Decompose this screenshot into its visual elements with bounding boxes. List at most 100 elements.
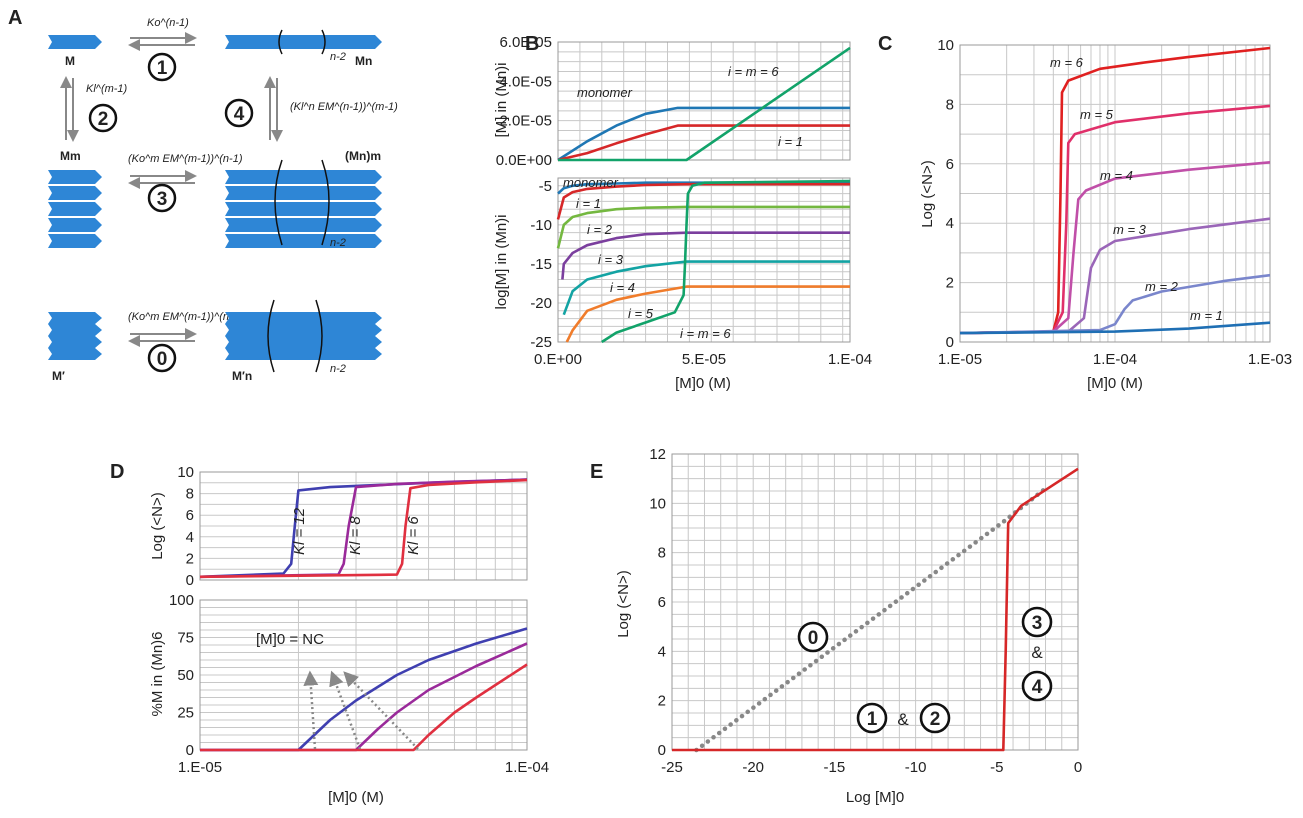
plot-frame (557, 41, 851, 161)
chart-b-top: 0.0E+00 2.0E-05 4.0E-05 6.0E-05B [M] in (Mn)… (493, 33, 851, 169)
rate-4: (Kl^n EM^(n-1))^(m-1) (290, 101, 398, 113)
series-label: m = 1 (1190, 308, 1223, 323)
y-tick-label: -15 (530, 256, 552, 273)
y-tick-label: -5 (539, 178, 552, 195)
circle-0-label: 0 (157, 349, 168, 370)
block-mm-layer (48, 170, 102, 184)
circle-2-label: 2 (930, 709, 941, 730)
block-mp (48, 312, 102, 360)
y-tick-label: 0 (658, 742, 666, 759)
y-tick-label: 0 (186, 742, 194, 759)
circle-3 (1021, 606, 1053, 638)
series-line (672, 467, 1079, 752)
y-tick-label: 0.0E+00 (496, 152, 552, 169)
series-label: i = 2 (587, 222, 613, 237)
y-tick-label: -10 (530, 217, 552, 234)
panel-c-label: C (878, 33, 892, 55)
y-tick-label: 4.0E-05 (499, 73, 552, 90)
bracket-n2-b: n-2 (330, 237, 346, 249)
x-tick-label: -15 (824, 759, 846, 776)
panel-a: A M n-2 Mn Ko^(n-1) 1 Kl^(m-1) 2 4 (Kl^n… (8, 7, 398, 383)
x-tick-label: 5.E-05 (682, 351, 726, 368)
y-tick-label: 2 (186, 550, 194, 567)
series-label: i = 5 (628, 306, 654, 321)
y-tick-label: 10 (937, 37, 954, 54)
x-axis-label: [M]0 (M) (328, 789, 384, 806)
block-mnm-layer (225, 202, 382, 216)
y-axis-label: [M] in (Mn)i (493, 63, 510, 138)
x-tick-label: 1.E-03 (1248, 351, 1292, 368)
block-mm-layer (48, 218, 102, 232)
circle-4-label: 4 (1032, 677, 1043, 698)
series-line (959, 273, 1271, 335)
y-tick-label: 50 (177, 667, 194, 684)
circle-0 (797, 621, 829, 653)
panel-b-label: B (525, 33, 539, 55)
nc-annotation: [M]0 = NC (256, 631, 324, 648)
series-line (959, 321, 1271, 335)
series-label: Kl = 6 (405, 516, 422, 555)
x-tick-label: 1.E-05 (938, 351, 982, 368)
y-tick-label: 25 (177, 705, 194, 722)
series-line (562, 260, 850, 316)
bracket-mpn (267, 299, 323, 373)
bracket-n2-a: n-2 (330, 51, 346, 63)
species-mnm: (Mn)m (345, 149, 381, 163)
series-line (557, 124, 850, 162)
panel-e-label: E (590, 461, 603, 483)
circle-1 (856, 702, 888, 734)
bracket-mn (278, 29, 326, 55)
series-label: Kl = 8 (347, 516, 364, 555)
block-mpn (225, 312, 382, 360)
circle-2-label: 2 (98, 109, 109, 130)
series-line (199, 478, 528, 579)
series-label: monomer (563, 175, 619, 190)
y-tick-label: 8 (186, 486, 194, 503)
y-tick-label: 4 (186, 529, 194, 546)
block-mnm-stack (225, 170, 382, 248)
circle-4-label: 4 (234, 104, 245, 125)
block-mn (225, 35, 382, 49)
series-line (959, 46, 1271, 335)
y-axis-label: %M in (Mn)6 (149, 631, 166, 716)
series-label: i = 4 (610, 280, 635, 295)
chart-b-bottom: -5 -10 -15 -20 -250.E+00 5.E-05 1.E-04 log[M] i… (493, 175, 872, 392)
y-tick-label: -20 (530, 295, 552, 312)
y-tick-label: 100 (169, 592, 194, 609)
y-tick-label: 2 (658, 693, 666, 710)
x-tick-label: -5 (990, 759, 1003, 776)
rate-1: Ko^(n-1) (147, 17, 189, 29)
plot-frame (959, 44, 1271, 343)
y-tick-label: 75 (177, 630, 194, 647)
y-axis-label: Log (<N>) (615, 570, 632, 638)
y-tick-label: 6 (658, 594, 666, 611)
block-mm-layer (48, 186, 102, 200)
x-axis-label: [M]0 (M) (675, 375, 731, 392)
block-mnm-layer (225, 218, 382, 232)
series-line (557, 181, 850, 195)
x-tick-label: -10 (905, 759, 927, 776)
y-tick-label: 6 (186, 507, 194, 524)
bracket-mnm (274, 159, 330, 246)
panel-d-label: D (110, 461, 124, 483)
amp-34: & (1031, 643, 1043, 662)
panel-a-label: A (8, 7, 22, 29)
y-tick-label: 10 (649, 495, 666, 512)
x-tick-label: 1.E-05 (178, 759, 222, 776)
circle-2 (919, 702, 951, 734)
circle-4 (1021, 670, 1053, 702)
series-label: m = 3 (1113, 222, 1147, 237)
y-tick-label: 4 (946, 215, 954, 232)
series-line (556, 182, 850, 220)
y-axis-label: Log (<N>) (919, 160, 936, 228)
series-label: monomer (577, 85, 633, 100)
series-label: m = 6 (1050, 55, 1084, 70)
circle-4 (224, 98, 254, 128)
y-tick-label: 6 (946, 156, 954, 173)
circle-3-label: 3 (157, 189, 168, 210)
x-axis-label: Log [M]0 (846, 789, 904, 806)
series-line (557, 106, 850, 162)
amp-12: & (897, 710, 909, 729)
